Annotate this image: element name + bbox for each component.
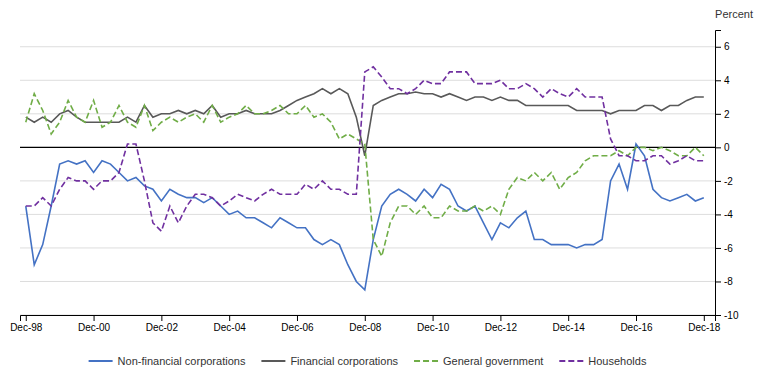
tick-mark xyxy=(433,315,434,321)
grid xyxy=(20,47,715,315)
x-tick: Dec-08 xyxy=(349,315,382,333)
x-tick: Dec-16 xyxy=(620,315,653,333)
x-tick: Dec-98 xyxy=(10,315,43,333)
tick-label: -6 xyxy=(724,243,733,254)
x-tick: Dec-10 xyxy=(417,315,450,333)
grid-line xyxy=(20,214,715,215)
legend-item: General government xyxy=(414,355,543,367)
tick-label: Dec-04 xyxy=(214,322,247,333)
legend-item: Non-financial corporations xyxy=(89,355,246,367)
axis-line xyxy=(716,31,722,316)
grid-line xyxy=(20,247,715,248)
axis-title: Percent xyxy=(715,8,753,20)
zero-line xyxy=(20,147,715,148)
grid-line xyxy=(20,80,715,81)
x-tick: Dec-12 xyxy=(485,315,518,333)
tick-mark xyxy=(715,47,721,48)
legend-item: Households xyxy=(559,355,647,367)
tick-mark xyxy=(715,80,721,81)
tick-label: Dec-14 xyxy=(553,322,586,333)
legend-swatch xyxy=(89,360,113,362)
y-tick: -2 xyxy=(715,176,733,187)
axis-line xyxy=(21,316,716,322)
y-tick: -6 xyxy=(715,243,733,254)
tick-label: 2 xyxy=(724,109,730,120)
legend-swatch xyxy=(261,360,285,362)
tick-label: Dec-16 xyxy=(620,322,653,333)
tick-mark xyxy=(229,315,230,321)
tick-mark xyxy=(636,315,637,321)
tick-mark xyxy=(715,114,721,115)
tick-label: Dec-00 xyxy=(78,322,111,333)
plot-area xyxy=(26,67,704,290)
series-line xyxy=(26,67,704,231)
tick-label: -10 xyxy=(724,310,739,321)
tick-mark xyxy=(715,281,721,282)
legend: Non-financial corporations Financial corp… xyxy=(89,355,647,367)
tick-mark xyxy=(715,147,721,148)
series-line xyxy=(26,94,704,257)
y-tick: -8 xyxy=(715,276,733,287)
tick-label: -4 xyxy=(724,209,733,220)
grid-line xyxy=(20,281,715,282)
tick-label: -8 xyxy=(724,276,733,287)
y-tick: 6 xyxy=(715,41,730,52)
tick-mark xyxy=(161,315,162,321)
x-tick: Dec-06 xyxy=(281,315,314,333)
tick-label: Dec-98 xyxy=(10,322,43,333)
tick-mark xyxy=(704,315,705,321)
tick-label: Dec-12 xyxy=(485,322,518,333)
tick-label: Dec-18 xyxy=(688,322,721,333)
legend-label: Financial corporations xyxy=(290,355,398,367)
x-tick: Dec-00 xyxy=(78,315,111,333)
tick-mark xyxy=(297,315,298,321)
legend-label: General government xyxy=(443,355,543,367)
tick-label: Dec-08 xyxy=(349,322,382,333)
x-axis: Dec-98 Dec-00 Dec-02 Dec-04 Dec-06 Dec-08 Dec-… xyxy=(10,315,721,333)
legend-item: Financial corporations xyxy=(261,355,398,367)
y-tick: 2 xyxy=(715,109,730,120)
x-tick: Dec-18 xyxy=(688,315,721,333)
tick-mark xyxy=(715,181,721,182)
series-line xyxy=(26,144,704,290)
tick-mark xyxy=(26,315,27,321)
x-tick: Dec-02 xyxy=(146,315,179,333)
y-axis: -10 -8 -6 -4 -2 0 2 4 6 xyxy=(715,31,739,321)
y-tick: 0 xyxy=(715,142,730,153)
y-tick: 4 xyxy=(715,75,730,86)
legend-swatch xyxy=(559,360,583,362)
tick-label: 6 xyxy=(724,41,730,52)
y-tick: -10 xyxy=(715,310,739,321)
y-tick: -4 xyxy=(715,209,733,220)
tick-mark xyxy=(715,248,721,249)
tick-label: Dec-02 xyxy=(146,322,179,333)
tick-mark xyxy=(715,315,721,316)
x-tick: Dec-04 xyxy=(214,315,247,333)
tick-mark xyxy=(94,315,95,321)
tick-label: 0 xyxy=(724,142,730,153)
tick-label: Dec-10 xyxy=(417,322,450,333)
tick-mark xyxy=(500,315,501,321)
tick-mark xyxy=(568,315,569,321)
legend-label: Non-financial corporations xyxy=(118,355,246,367)
x-tick: Dec-14 xyxy=(553,315,586,333)
legend-swatch xyxy=(414,360,438,362)
tick-label: -2 xyxy=(724,176,733,187)
chart: Dec-98 Dec-00 Dec-02 Dec-04 Dec-06 Dec-08 Dec-… xyxy=(0,0,757,379)
tick-label: Dec-06 xyxy=(281,322,314,333)
tick-label: 4 xyxy=(724,75,730,86)
tick-mark xyxy=(715,214,721,215)
tick-mark xyxy=(365,315,366,321)
legend-label: Households xyxy=(588,355,647,367)
grid-line xyxy=(20,46,715,47)
